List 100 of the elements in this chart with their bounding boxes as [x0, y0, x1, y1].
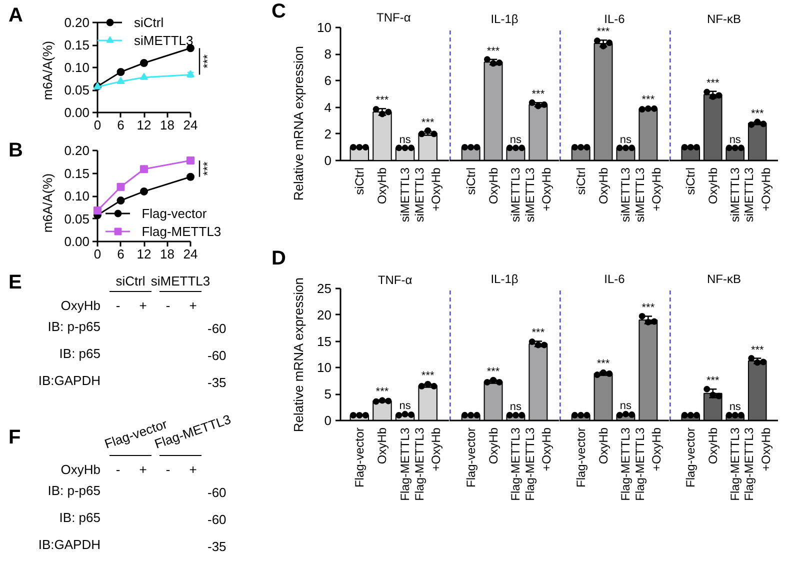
x-tick-label: siCtrl [464, 168, 478, 195]
data-label: *** [421, 370, 435, 382]
x-tick-label: siMETTL3 +OxyHb [632, 167, 664, 222]
category-label: IB: p65 [59, 510, 101, 525]
point [116, 68, 125, 76]
x-tick-label: Flag-vector [464, 427, 478, 488]
x-tick-label: OxyHb [596, 167, 610, 204]
data-label: *** [596, 358, 610, 370]
y-tick-label: 0 [324, 153, 332, 168]
data-label: ns [620, 400, 632, 412]
x-tick-label: 6 [117, 246, 124, 262]
category-label: -35 [208, 539, 226, 554]
data-label: *** [642, 94, 656, 106]
chart-title: IL-6 [604, 12, 626, 26]
data-label: ns [399, 400, 412, 412]
category-label: - [116, 462, 120, 477]
x-tick-label: 0 [94, 246, 102, 262]
x-tick-label: OxyHb [486, 167, 500, 204]
chart-title: IL-6 [604, 272, 626, 286]
x-tick-label: OxyHb [596, 427, 610, 464]
x-tick-label: 0 [94, 118, 102, 132]
x-tick-label: siMETTL3 [618, 167, 633, 222]
category-label: -35 [208, 375, 226, 390]
point [116, 76, 125, 84]
point [140, 187, 148, 196]
x-tick-label: Flag-METTL3 +OxyHb [632, 427, 664, 501]
x-tick-label: 12 [136, 118, 152, 132]
data-label: ns [620, 134, 632, 146]
text: *** [200, 161, 214, 176]
y-tick-label: 25 [317, 281, 332, 296]
y-axis-title: m6A/A(%) [40, 40, 56, 100]
x-tick-label: OxyHb [486, 427, 500, 464]
x-tick-label: Flag-METTL3 +OxyHb [522, 427, 554, 501]
x-tick-label: 24 [183, 246, 198, 262]
x-tick-label: 12 [136, 246, 152, 262]
y-tick-label: 0.05 [64, 82, 90, 98]
x-tick-label: OxyHb [375, 167, 390, 204]
chart-title: B [8, 140, 23, 162]
x-tick-label: siCtrl [684, 168, 698, 195]
x-tick-label: Flag-METTL3 [728, 427, 742, 501]
data-label: *** [596, 26, 610, 38]
text: OxyHb [60, 298, 101, 313]
data-label: *** [750, 108, 765, 120]
point [116, 182, 125, 191]
point [186, 156, 194, 165]
category-label: -60 [208, 348, 226, 363]
category-label: + [189, 462, 197, 477]
x-tick-label: Flag-vector [352, 427, 366, 488]
text: C [272, 0, 286, 22]
category-label: - [166, 462, 170, 477]
legend-label: Flag-METTL3 [142, 223, 222, 239]
legend-label: siCtrl [134, 14, 164, 30]
point [186, 172, 194, 181]
x-tick-label: Flag-vector [574, 427, 588, 488]
data-label: *** [706, 77, 720, 90]
y-tick-label: 0.10 [64, 188, 90, 204]
y-tick-label: 0.20 [64, 15, 90, 30]
data-label: ns [510, 134, 522, 146]
y-tick-label: 0 [324, 413, 332, 428]
y-tick-label: 0.15 [64, 38, 90, 52]
data-label: *** [706, 375, 720, 388]
y-tick-label: 0.15 [64, 166, 90, 181]
category-label: + [139, 462, 147, 477]
y-tick-label: 0.05 [64, 211, 90, 226]
chart-title: TNF-α [376, 10, 411, 24]
point [116, 196, 125, 205]
x-tick-label: siMETTL3 +OxyHb [412, 167, 444, 222]
data-label: *** [532, 88, 546, 101]
text: F [8, 426, 21, 448]
x-tick-label: siMETTL3 [398, 167, 412, 222]
data-label: *** [376, 94, 390, 107]
x-tick-label: 18 [160, 246, 174, 262]
text: siMETTL3 [150, 274, 210, 288]
point [140, 72, 148, 80]
y-tick-label: 6 [324, 73, 332, 88]
x-tick-label: siMETTL3 +OxyHb [522, 167, 554, 222]
chart-title: IL-1β [490, 272, 518, 286]
category-label: IB:GAPDH [38, 537, 100, 552]
y-tick-label: 10 [317, 20, 332, 35]
x-tick-label: OxyHb [375, 427, 390, 464]
data-label: *** [421, 117, 435, 130]
x-tick-label: Flag-METTL3 [618, 427, 633, 501]
category-label: -60 [208, 321, 226, 336]
data-label: *** [486, 45, 500, 58]
legend-label: siMETTL3 [134, 32, 194, 48]
x-tick-label: OxyHb [706, 167, 720, 204]
category-label: IB: p-p65 [48, 319, 101, 334]
category-label: + [189, 298, 197, 313]
y-tick-label: 15 [317, 334, 332, 349]
y-axis-title: Relative mRNA expression [291, 46, 306, 201]
text: siCtrl [116, 274, 146, 288]
x-tick-label: OxyHb [706, 427, 720, 464]
data-label: *** [750, 344, 765, 356]
text: *** [200, 54, 214, 68]
text: D [272, 248, 286, 270]
x-tick-label: 18 [160, 118, 174, 132]
y-tick-label: 0.00 [64, 234, 90, 249]
chart-title: IL-1β [490, 12, 518, 26]
data-label: *** [486, 366, 500, 378]
y-tick-label: 5 [324, 386, 332, 402]
